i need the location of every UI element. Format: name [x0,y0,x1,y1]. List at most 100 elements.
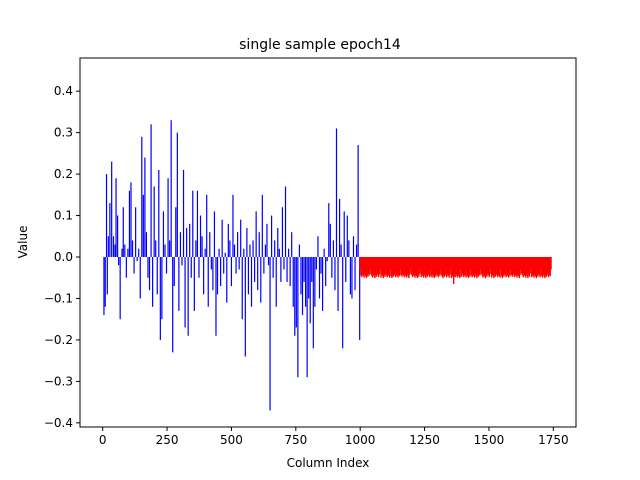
bar [152,257,154,307]
bar [497,257,500,275]
bar [269,257,271,411]
bar [533,257,535,278]
bar [338,198,341,258]
bar [255,211,257,258]
bar [254,257,256,282]
bar [534,257,536,275]
bar [317,236,319,258]
bar [422,257,425,278]
bar [415,257,418,277]
x-tick-label: 1500 [474,433,505,447]
bar [540,257,542,270]
bar [510,257,513,275]
bar [209,232,211,258]
bar [476,257,479,275]
bar [203,257,205,295]
y-tick-label: −0.3 [44,374,73,388]
bar [539,257,541,278]
bar [550,257,552,270]
bar [383,257,385,275]
bar [287,248,290,258]
bar [392,257,395,277]
y-tick-label: −0.4 [44,416,73,430]
bar [369,257,371,270]
bar [340,244,342,258]
bar [372,257,375,275]
bar [537,257,540,274]
bar [515,257,517,276]
bar [493,257,496,275]
bar [435,257,438,274]
bar [196,190,199,258]
bar [135,207,137,258]
bar [505,257,507,278]
bar [473,257,475,276]
bar [223,257,225,274]
bar [449,257,451,275]
bar [537,257,539,277]
bar [528,257,531,277]
bar [206,194,208,258]
bar [425,257,428,275]
bar [193,257,195,311]
bar [437,257,439,278]
bar [243,248,245,258]
bar [294,257,296,336]
bar [286,257,288,282]
bar [495,257,497,274]
bar [308,257,310,299]
bar [103,257,105,316]
bar [366,257,368,275]
bar [335,128,338,258]
bar [519,257,521,275]
bar [192,190,194,258]
bar [459,257,461,279]
bar [504,257,507,276]
bar [127,248,129,258]
bar [483,257,485,275]
bar [244,257,246,357]
bar [468,257,470,275]
bar [155,240,157,258]
x-axis-label: Column Index [287,456,370,470]
bar [351,257,353,299]
bar [169,240,171,258]
bar [514,257,516,278]
bar [432,257,435,277]
bar [230,257,233,287]
bar [460,257,463,277]
bar [502,257,504,275]
bar [125,257,127,278]
bar [448,257,450,278]
bar [378,257,380,278]
bar [346,215,348,258]
bar [525,257,527,275]
bar [428,257,430,276]
bar [510,257,512,270]
bar [413,257,415,276]
bar [178,257,180,311]
bar [431,257,433,278]
bar [414,257,416,278]
bar [139,257,141,299]
y-tick-label: −0.2 [44,333,73,347]
bar [516,257,518,278]
bar [267,257,270,266]
bar [252,240,254,258]
bar [226,257,228,303]
y-tick-label: −0.1 [44,291,73,305]
bar [218,248,220,258]
bar [524,257,527,278]
bar [472,257,474,275]
bar [342,257,344,349]
bar [213,211,216,258]
x-tick-label: 500 [220,433,243,447]
bar [119,257,121,320]
bar [175,207,177,258]
bar [481,257,483,276]
bar [429,257,431,278]
bar [323,248,325,258]
bar [530,257,532,270]
bar [423,257,426,275]
bar [517,257,520,277]
